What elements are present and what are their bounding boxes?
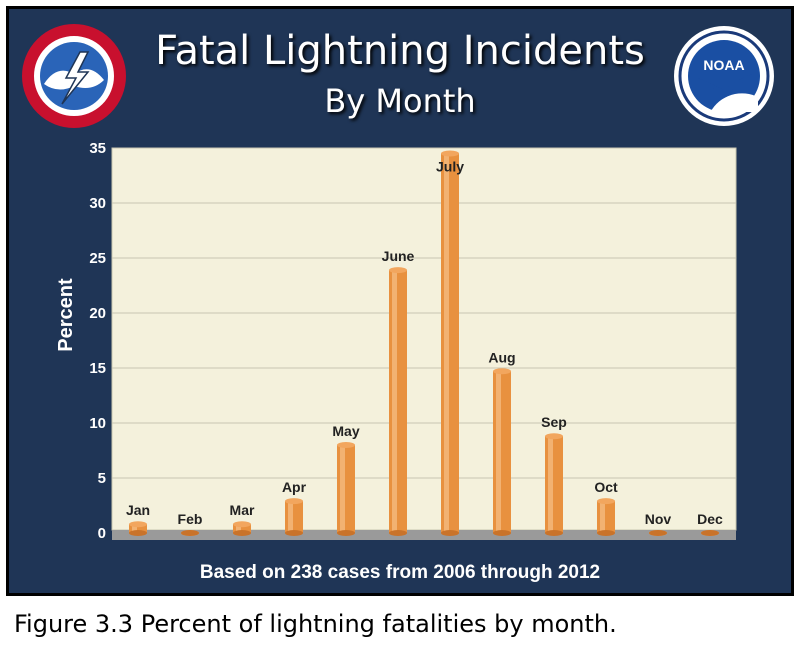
bar-base xyxy=(597,530,615,536)
y-tick-label: 35 xyxy=(89,140,106,157)
noaa-logo-icon: NOAA xyxy=(674,26,774,126)
y-tick-label: 25 xyxy=(89,250,106,267)
bar xyxy=(337,445,355,533)
bar-label-mar: Mar xyxy=(230,502,255,518)
bar-label-oct: Oct xyxy=(594,479,618,495)
bar-cap xyxy=(389,267,407,274)
bar-cap xyxy=(233,521,251,528)
bar-label-apr: Apr xyxy=(282,479,307,495)
bar-base xyxy=(441,530,459,536)
bar-highlight xyxy=(132,524,137,533)
bar-sep xyxy=(545,433,563,536)
bar-label-july: July xyxy=(436,159,464,175)
bar-labels: Jan Feb Mar Apr May June July Aug Sep Oct Nov Dec xyxy=(126,159,723,528)
bar-highlight xyxy=(600,501,605,533)
bar-base xyxy=(285,530,303,536)
bar-highlight xyxy=(496,371,501,533)
bar-cap xyxy=(597,498,615,505)
bar-cap xyxy=(493,368,511,375)
bar-base xyxy=(233,530,251,536)
y-axis-label: Percent xyxy=(55,278,77,352)
bars xyxy=(129,150,719,536)
bar-highlight xyxy=(236,524,241,533)
bar-may xyxy=(337,442,355,536)
bar-label-sep: Sep xyxy=(541,414,567,430)
bar-cap xyxy=(337,442,355,448)
y-axis-ticks: 0 5 10 15 20 25 30 35 xyxy=(89,140,106,542)
bar xyxy=(285,501,303,533)
figure-caption: Figure 3.3 Percent of lightning fataliti… xyxy=(14,610,617,638)
bar xyxy=(597,501,615,533)
bar-base xyxy=(493,530,511,536)
bar-base xyxy=(545,530,563,536)
bar-label-nov: Nov xyxy=(645,511,672,527)
bar-cap xyxy=(545,433,563,440)
bar-base xyxy=(337,530,355,536)
bar-feb xyxy=(181,530,199,536)
bar-label-jan: Jan xyxy=(126,502,150,518)
bar-highlight xyxy=(548,436,553,533)
bar xyxy=(493,371,511,533)
bar-base xyxy=(701,530,719,536)
bar-nov xyxy=(649,530,667,536)
bar xyxy=(441,153,459,533)
bar-mar xyxy=(233,521,251,536)
bar-label-feb: Feb xyxy=(178,511,203,527)
bar-highlight xyxy=(444,153,449,533)
y-tick-label: 5 xyxy=(98,470,106,487)
bar-jan xyxy=(129,521,147,536)
bar xyxy=(389,270,407,533)
bar-base xyxy=(389,530,407,536)
gridlines xyxy=(112,147,736,479)
bar xyxy=(233,524,251,533)
bar-highlight xyxy=(392,270,397,533)
bar-aug xyxy=(493,368,511,536)
y-tick-label: 10 xyxy=(89,415,106,432)
bar-apr xyxy=(285,498,303,536)
bar-july xyxy=(441,150,459,536)
y-tick-label: 20 xyxy=(89,305,106,322)
bar-label-june: June xyxy=(382,248,415,264)
bar xyxy=(545,436,563,533)
bar-label-dec: Dec xyxy=(697,511,723,527)
bar-label-may: May xyxy=(332,423,359,439)
bar-highlight xyxy=(288,501,293,533)
chart-subtitle: By Month xyxy=(324,82,476,120)
y-tick-label: 30 xyxy=(89,195,106,212)
bar-base xyxy=(181,530,199,536)
svg-text:NOAA: NOAA xyxy=(703,57,744,73)
bar-cap xyxy=(441,150,459,157)
bar-cap xyxy=(285,498,303,505)
bar-base xyxy=(649,530,667,536)
chart-title: Fatal Lightning Incidents xyxy=(155,28,645,74)
y-tick-label: 0 xyxy=(98,525,106,542)
y-tick-label: 15 xyxy=(89,360,106,377)
bar-base xyxy=(129,530,147,536)
nws-logo-icon xyxy=(22,24,126,128)
bar xyxy=(129,524,147,533)
bar-cap xyxy=(129,521,147,528)
plot-area xyxy=(111,147,737,531)
bar-label-aug: Aug xyxy=(488,349,515,365)
bar-highlight xyxy=(340,445,345,533)
bar-oct xyxy=(597,498,615,536)
chart-floor xyxy=(112,530,736,540)
bar-june xyxy=(389,267,407,536)
source-note: Based on 238 cases from 2006 through 201… xyxy=(199,562,601,583)
bar-dec xyxy=(701,530,719,536)
